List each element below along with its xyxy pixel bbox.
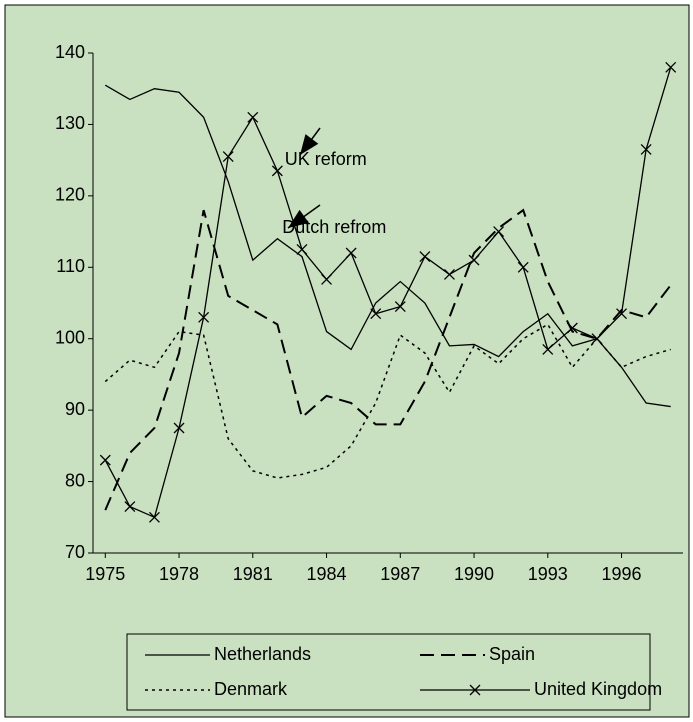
x-marker <box>345 247 357 259</box>
x-marker <box>419 251 431 263</box>
x-marker <box>296 243 308 255</box>
x-marker <box>271 165 283 177</box>
x-marker <box>247 111 259 123</box>
arrow-head <box>288 209 309 228</box>
y-tick-label: 130 <box>55 113 85 133</box>
x-tick-label: 1984 <box>307 564 347 584</box>
x-marker <box>493 226 505 238</box>
x-tick-label: 1990 <box>454 564 494 584</box>
x-tick-label: 1975 <box>85 564 125 584</box>
x-marker <box>616 308 628 320</box>
x-marker <box>394 301 406 313</box>
arrow-head <box>300 134 319 155</box>
x-marker <box>542 343 554 355</box>
x-marker <box>173 422 185 434</box>
legend-box <box>126 633 651 711</box>
y-tick-label: 100 <box>55 327 85 347</box>
x-marker <box>443 268 455 280</box>
annotation: Dutch refrom <box>282 217 386 237</box>
series-line <box>104 67 672 519</box>
x-marker <box>321 273 333 285</box>
chart-background <box>4 4 690 718</box>
legend-label: Denmark <box>214 679 288 699</box>
x-marker <box>517 261 529 273</box>
legend-label: United Kingdom <box>534 679 662 699</box>
x-marker <box>124 501 136 513</box>
x-tick-label: 1996 <box>602 564 642 584</box>
y-tick-label: 70 <box>65 542 85 562</box>
legend-label: Spain <box>489 644 535 664</box>
legend-marker <box>469 684 481 696</box>
x-marker <box>148 511 160 523</box>
x-marker <box>665 61 677 73</box>
x-tick-label: 1978 <box>159 564 199 584</box>
x-marker <box>99 454 111 466</box>
annotation: UK reform <box>285 149 367 169</box>
y-tick-label: 80 <box>65 470 85 490</box>
x-marker <box>591 333 603 345</box>
x-marker <box>640 143 652 155</box>
legend-label: Netherlands <box>214 644 311 664</box>
x-marker <box>198 311 210 323</box>
x-marker <box>370 308 382 320</box>
y-tick-label: 120 <box>55 185 85 205</box>
x-tick-label: 1993 <box>528 564 568 584</box>
y-tick-label: 110 <box>56 256 85 276</box>
y-tick-label: 90 <box>65 399 85 419</box>
series-line <box>104 84 671 408</box>
x-tick-label: 1981 <box>233 564 273 584</box>
x-marker <box>222 151 234 163</box>
y-tick-label: 140 <box>55 42 85 62</box>
x-marker <box>566 322 578 334</box>
x-tick-label: 1987 <box>380 564 420 584</box>
x-marker <box>468 254 480 266</box>
series-line <box>104 208 672 511</box>
